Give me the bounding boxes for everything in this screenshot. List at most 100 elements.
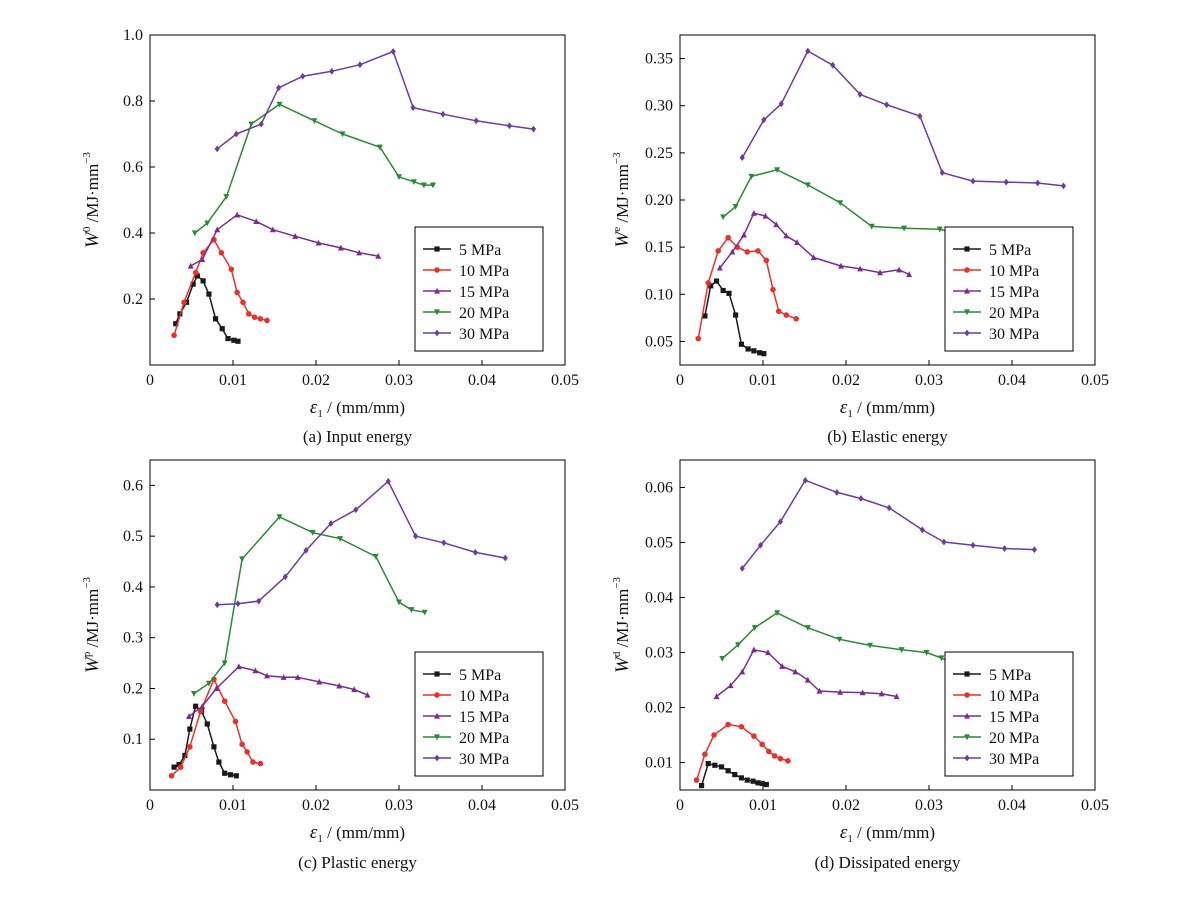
data-point (191, 230, 198, 237)
x-axis-unit: / (mm/mm) (323, 823, 405, 842)
data-point (783, 312, 790, 318)
data-point (396, 599, 402, 606)
data-point (228, 266, 235, 273)
data-point (901, 225, 908, 232)
series-20-mpa (191, 101, 437, 237)
data-point (738, 775, 745, 781)
data-point (738, 723, 745, 730)
data-point (705, 280, 712, 286)
data-point (751, 625, 758, 631)
data-point (239, 741, 245, 748)
data-point (329, 67, 335, 75)
data-point (385, 477, 391, 485)
data-point (245, 311, 252, 317)
panel-caption: (a) Input energy (303, 427, 413, 446)
x-tick-label: 0.01 (749, 797, 777, 814)
data-point (441, 539, 447, 547)
data-point (421, 609, 428, 616)
data-point (420, 182, 427, 189)
data-point (177, 764, 184, 770)
series-line (194, 103, 433, 234)
data-point (199, 703, 206, 709)
x-axis-symbol: ε (840, 397, 848, 418)
data-point (716, 264, 723, 271)
data-point (793, 316, 799, 322)
series-5-mpa (702, 278, 767, 357)
data-point (192, 269, 199, 276)
x-tick-label: 0.02 (302, 372, 330, 389)
data-point (1003, 178, 1009, 186)
legend-label: 30 MPa (989, 751, 1039, 768)
data-point (761, 116, 767, 124)
y-tick-label: 0.6 (123, 477, 143, 494)
legend-label: 30 MPa (459, 751, 509, 768)
data-point (257, 760, 264, 767)
data-point (276, 514, 283, 521)
data-point (766, 748, 772, 755)
data-point (693, 777, 700, 783)
x-axis-symbol: ε (840, 822, 848, 843)
data-point (705, 761, 711, 767)
y-tick-label: 0.8 (123, 93, 143, 110)
legend-label: 15 MPa (989, 709, 1039, 726)
data-point (204, 220, 211, 227)
data-point (252, 667, 259, 674)
y-axis-superscript: p (81, 651, 93, 657)
data-point (200, 278, 206, 284)
series-20-mpa (719, 610, 956, 667)
data-point (802, 476, 808, 484)
series-20-mpa (720, 167, 965, 239)
data-point (276, 84, 282, 92)
y-tick-label: 0.25 (645, 145, 673, 162)
data-point (472, 549, 478, 556)
y-axis-symbol: W (82, 655, 103, 673)
legend-swatch-marker (434, 734, 440, 741)
y-tick-label: 0.1 (123, 731, 143, 748)
data-point (244, 749, 250, 755)
x-tick-label: 0.03 (915, 372, 943, 389)
x-tick-label: 0 (146, 797, 154, 814)
y-tick-label: 0.30 (645, 98, 673, 115)
data-point (239, 556, 246, 563)
data-point (182, 752, 188, 759)
data-point (311, 118, 318, 124)
data-point (792, 668, 799, 675)
data-point (757, 541, 764, 549)
data-point (473, 117, 479, 125)
data-point (939, 169, 945, 177)
data-point (740, 231, 747, 238)
data-point (805, 47, 811, 55)
data-point (702, 313, 708, 319)
data-point (221, 698, 228, 704)
data-point (193, 703, 199, 709)
data-point (878, 690, 885, 697)
legend-label: 20 MPa (459, 305, 509, 322)
legend: 5 MPa 10 MPa 15 MPa 20 MPa 30 MPa (414, 651, 544, 777)
data-point (761, 351, 767, 357)
data-point (240, 299, 246, 306)
series-line (719, 212, 910, 276)
data-point (777, 518, 784, 525)
data-point (893, 693, 900, 700)
data-point (232, 718, 239, 725)
y-axis-unit-superscript: −3 (81, 577, 93, 589)
data-point (257, 316, 264, 322)
x-axis-unit: / (mm/mm) (323, 398, 405, 417)
legend-label: 10 MPa (459, 263, 509, 280)
data-point (173, 321, 179, 327)
legend-label: 30 MPa (459, 326, 509, 343)
data-point (725, 234, 731, 241)
legend-label: 20 MPa (989, 730, 1039, 747)
data-point (339, 131, 346, 138)
legend-label: 5 MPa (459, 667, 501, 684)
data-point (762, 212, 769, 219)
y-axis-unit-superscript: −3 (81, 152, 93, 164)
series-line (193, 516, 425, 695)
plot-frame (149, 459, 566, 791)
data-point (235, 338, 241, 344)
data-point (725, 721, 731, 728)
data-point (506, 122, 512, 130)
legend-label: 5 MPa (459, 242, 501, 259)
x-axis-label: ε1 / (mm/mm) (310, 822, 405, 845)
x-tick-label: 0 (676, 797, 684, 814)
